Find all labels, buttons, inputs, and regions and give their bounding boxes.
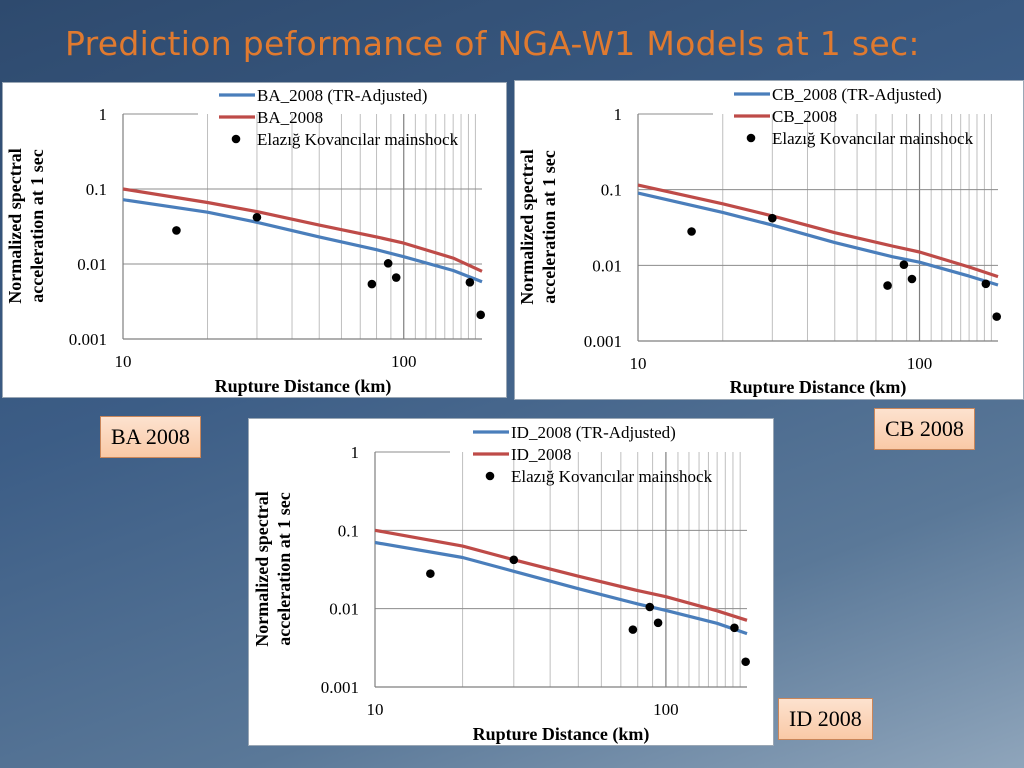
y-axis-title: Normalized spectral acceleration at 1 sec [252,491,294,646]
observed-point [730,623,739,633]
y-axis-title: Normalized spectral acceleration at 1 sec [517,149,559,304]
series-observed [426,555,750,667]
x-tick-label: 100 [653,700,679,719]
observed-point [741,657,750,667]
x-tick-label: 100 [907,354,933,373]
y-tick-label: 0.01 [77,255,107,274]
legend-label: CB_2008 (TR-Adjusted) [772,85,942,104]
observed-point [172,226,181,235]
series-line [122,187,483,273]
legend-label: Elazığ Kovancılar mainshock [511,467,713,486]
y-tick-label: 0.001 [69,330,107,349]
observed-point [391,273,401,282]
observed-point [383,259,393,268]
observed-point [992,312,1002,321]
y-tick-label: 0.001 [584,332,622,351]
observed-point [465,278,475,287]
chart-panel-id: 0.001 0.01 0.1 1 10 100 Rupture Distance (km) N… [248,418,774,746]
x-axis-title: Rupture Distance (km) [473,724,650,745]
observed-point [645,602,655,612]
y-axis-title-line: acceleration at 1 sec [274,492,294,645]
series-line [122,198,483,284]
y-tick-label: 0.01 [592,256,622,275]
y-axis-title-line: Normalized spectral [252,491,272,646]
y-axis-title-line: Normalized spectral [5,148,25,303]
x-tick-label: 10 [630,354,647,373]
y-tick-label: 0.1 [338,521,359,540]
y-tick-label: 0.001 [321,678,359,697]
observed-point [476,310,486,320]
observed-point [509,555,519,565]
legend-marker [231,134,241,144]
x-axis-title: Rupture Distance (km) [215,376,392,397]
legend-label: BA_2008 [257,108,323,127]
observed-point [981,279,991,289]
series-line [637,191,999,287]
series-line [374,540,748,636]
observed-point [426,569,435,578]
series-line [374,528,748,622]
label-ba-2008: BA 2008 [100,416,201,458]
chart-panel-cb: 0.001 0.01 0.1 1 10 100 Rupture Distance (km) N… [514,80,1024,400]
legend: ID_2008 (TR-Adjusted) ID_2008 Elazığ Kovan… [473,423,713,486]
legend-label: BA_2008 (TR-Adjusted) [257,86,427,105]
grid-lines [638,113,998,341]
x-tick-label: 100 [391,352,417,371]
observed-point [899,260,909,269]
x-tick-label: 10 [367,700,384,719]
slide-title: Prediction peformance of NGA-W1 Models a… [65,24,920,63]
legend-label: CB_2008 [772,107,837,126]
y-tick-label: 0.1 [601,181,622,200]
y-tick-label: 0.1 [86,180,107,199]
legend: CB_2008 (TR-Adjusted) CB_2008 Elazığ Kovan… [734,85,974,148]
x-tick-label: 10 [115,352,132,371]
y-tick-label: 1 [99,105,108,124]
observed-point [252,212,262,222]
label-id-2008: ID 2008 [778,698,873,740]
y-axis-title: Normalized spectral acceleration at 1 sec [5,148,47,303]
observed-point [883,281,892,290]
chart-ba: 0.001 0.01 0.1 1 10 100 Rupture Distance (km) N… [5,86,486,397]
grid-lines [123,113,482,339]
observed-point [653,618,663,628]
legend: BA_2008 (TR-Adjusted) BA_2008 Elazığ Kovan… [219,86,459,149]
y-tick-label: 1 [614,105,623,124]
legend-label: Elazığ Kovancılar mainshock [772,129,974,148]
y-axis-title-line: acceleration at 1 sec [27,149,47,302]
chart-panel-ba: 0.001 0.01 0.1 1 10 100 Rupture Distance (km) N… [2,82,507,398]
label-cb-2008: CB 2008 [874,408,975,450]
observed-point [628,625,638,634]
y-tick-label: 1 [351,443,360,462]
legend-label: ID_2008 (TR-Adjusted) [511,423,676,442]
observed-point [367,279,377,289]
observed-point [687,227,696,236]
series-observed [172,212,486,320]
y-axis-title-line: acceleration at 1 sec [539,150,559,303]
y-tick-label: 0.01 [329,600,359,619]
x-axis-title: Rupture Distance (km) [730,377,907,398]
legend-label: ID_2008 [511,445,571,464]
y-axis-title-line: Normalized spectral [517,149,537,304]
series-line [637,183,999,279]
legend-marker [746,133,756,143]
observed-point [768,213,777,223]
legend-marker [485,471,495,481]
legend-label: Elazığ Kovancılar mainshock [257,130,459,149]
observed-point [907,274,917,284]
series-observed [687,213,1002,321]
